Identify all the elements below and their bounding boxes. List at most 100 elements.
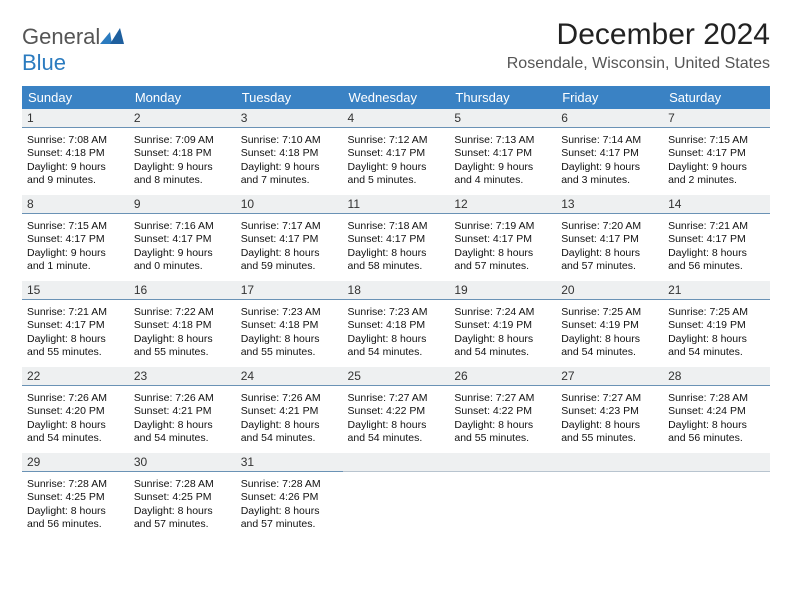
day-details: Sunrise: 7:27 AMSunset: 4:23 PMDaylight:…	[561, 392, 658, 446]
calendar-table: SundayMondayTuesdayWednesdayThursdayFrid…	[22, 86, 770, 539]
location-text: Rosendale, Wisconsin, United States	[507, 55, 770, 73]
logo-mark-icon	[100, 26, 124, 44]
day-details: Sunrise: 7:13 AMSunset: 4:17 PMDaylight:…	[454, 134, 551, 188]
day-details: Sunrise: 7:12 AMSunset: 4:17 PMDaylight:…	[348, 134, 445, 188]
day-details: Sunrise: 7:28 AMSunset: 4:26 PMDaylight:…	[241, 478, 338, 532]
day-number: 4	[343, 109, 450, 128]
day-details: Sunrise: 7:15 AMSunset: 4:17 PMDaylight:…	[668, 134, 765, 188]
day-number: 25	[343, 367, 450, 386]
day-number: 17	[236, 281, 343, 300]
calendar-cell: 15 Sunrise: 7:21 AMSunset: 4:17 PMDayligh…	[22, 281, 129, 367]
month-title: December 2024	[507, 18, 770, 52]
calendar-cell: 17 Sunrise: 7:23 AMSunset: 4:18 PMDayligh…	[236, 281, 343, 367]
day-details: Sunrise: 7:26 AMSunset: 4:20 PMDaylight:…	[27, 392, 124, 446]
day-details: Sunrise: 7:26 AMSunset: 4:21 PMDaylight:…	[241, 392, 338, 446]
empty-day	[449, 453, 556, 472]
calendar-cell	[343, 453, 450, 539]
calendar-cell: 28 Sunrise: 7:28 AMSunset: 4:24 PMDayligh…	[663, 367, 770, 453]
logo: GeneralBlue	[22, 18, 124, 76]
day-number: 22	[22, 367, 129, 386]
calendar-cell: 20Sunrise: 7:25 AMSunset: 4:19 PMDayligh…	[556, 281, 663, 367]
calendar-cell: 13 Sunrise: 7:20 AMSunset: 4:17 PMDayligh…	[556, 195, 663, 281]
calendar-cell: 23 Sunrise: 7:26 AMSunset: 4:21 PMDayligh…	[129, 367, 236, 453]
day-details: Sunrise: 7:16 AMSunset: 4:17 PMDaylight:…	[134, 220, 231, 274]
day-details: Sunrise: 7:09 AMSunset: 4:18 PMDaylight:…	[134, 134, 231, 188]
day-details: Sunrise: 7:17 AMSunset: 4:17 PMDaylight:…	[241, 220, 338, 274]
day-details: Sunrise: 7:18 AMSunset: 4:17 PMDaylight:…	[348, 220, 445, 274]
day-number: 3	[236, 109, 343, 128]
day-number: 24	[236, 367, 343, 386]
empty-day	[663, 453, 770, 472]
calendar-cell: 25 Sunrise: 7:27 AMSunset: 4:22 PMDayligh…	[343, 367, 450, 453]
day-number: 21	[663, 281, 770, 300]
calendar-cell: 19 Sunrise: 7:24 AMSunset: 4:19 PMDayligh…	[449, 281, 556, 367]
day-details: Sunrise: 7:27 AMSunset: 4:22 PMDaylight:…	[348, 392, 445, 446]
calendar-cell: 14 Sunrise: 7:21 AMSunset: 4:17 PMDayligh…	[663, 195, 770, 281]
day-number: 30	[129, 453, 236, 472]
calendar-cell: 8 Sunrise: 7:15 AMSunset: 4:17 PMDaylight…	[22, 195, 129, 281]
day-number: 29	[22, 453, 129, 472]
calendar-cell: 18 Sunrise: 7:23 AMSunset: 4:18 PMDayligh…	[343, 281, 450, 367]
day-number: 26	[449, 367, 556, 386]
day-header: Saturday	[663, 86, 770, 109]
day-details: Sunrise: 7:21 AMSunset: 4:17 PMDaylight:…	[668, 220, 765, 274]
calendar-cell	[663, 453, 770, 539]
day-number: 11	[343, 195, 450, 214]
day-header: Thursday	[449, 86, 556, 109]
calendar-cell: 1Sunrise: 7:08 AMSunset: 4:18 PMDaylight…	[22, 109, 129, 195]
day-number: 31	[236, 453, 343, 472]
day-number: 9	[129, 195, 236, 214]
day-header: Monday	[129, 86, 236, 109]
calendar-cell: 27 Sunrise: 7:27 AMSunset: 4:23 PMDayligh…	[556, 367, 663, 453]
day-details: Sunrise: 7:21 AMSunset: 4:17 PMDaylight:…	[27, 306, 124, 360]
empty-day	[556, 453, 663, 472]
day-number: 14	[663, 195, 770, 214]
calendar-cell	[556, 453, 663, 539]
calendar-cell	[449, 453, 556, 539]
calendar-cell: 2 Sunrise: 7:09 AMSunset: 4:18 PMDaylight…	[129, 109, 236, 195]
day-details: Sunrise: 7:28 AMSunset: 4:25 PMDaylight:…	[27, 478, 124, 532]
day-number: 1	[22, 109, 129, 128]
day-number: 2	[129, 109, 236, 128]
day-details: Sunrise: 7:15 AMSunset: 4:17 PMDaylight:…	[27, 220, 124, 274]
calendar-cell: 21Sunrise: 7:25 AMSunset: 4:19 PMDayligh…	[663, 281, 770, 367]
day-number: 15	[22, 281, 129, 300]
day-header: Wednesday	[343, 86, 450, 109]
day-details: Sunrise: 7:27 AMSunset: 4:22 PMDaylight:…	[454, 392, 551, 446]
day-number: 8	[22, 195, 129, 214]
day-details: Sunrise: 7:14 AMSunset: 4:17 PMDaylight:…	[561, 134, 658, 188]
day-number: 13	[556, 195, 663, 214]
day-number: 16	[129, 281, 236, 300]
day-details: Sunrise: 7:28 AMSunset: 4:24 PMDaylight:…	[668, 392, 765, 446]
calendar-cell: 24 Sunrise: 7:26 AMSunset: 4:21 PMDayligh…	[236, 367, 343, 453]
calendar-cell: 12Sunrise: 7:19 AMSunset: 4:17 PMDayligh…	[449, 195, 556, 281]
calendar-cell: 6 Sunrise: 7:14 AMSunset: 4:17 PMDaylight…	[556, 109, 663, 195]
day-number: 20	[556, 281, 663, 300]
day-number: 19	[449, 281, 556, 300]
calendar-cell: 4 Sunrise: 7:12 AMSunset: 4:17 PMDaylight…	[343, 109, 450, 195]
calendar-cell: 10 Sunrise: 7:17 AMSunset: 4:17 PMDayligh…	[236, 195, 343, 281]
day-details: Sunrise: 7:28 AMSunset: 4:25 PMDaylight:…	[134, 478, 231, 532]
calendar-cell: 22 Sunrise: 7:26 AMSunset: 4:20 PMDayligh…	[22, 367, 129, 453]
calendar-cell: 29 Sunrise: 7:28 AMSunset: 4:25 PMDayligh…	[22, 453, 129, 539]
calendar-cell: 11 Sunrise: 7:18 AMSunset: 4:17 PMDayligh…	[343, 195, 450, 281]
logo-text: GeneralBlue	[22, 24, 124, 76]
calendar-cell: 5Sunrise: 7:13 AMSunset: 4:17 PMDaylight…	[449, 109, 556, 195]
day-details: Sunrise: 7:26 AMSunset: 4:21 PMDaylight:…	[134, 392, 231, 446]
day-number: 18	[343, 281, 450, 300]
day-number: 7	[663, 109, 770, 128]
day-details: Sunrise: 7:20 AMSunset: 4:17 PMDaylight:…	[561, 220, 658, 274]
day-number: 28	[663, 367, 770, 386]
day-number: 23	[129, 367, 236, 386]
day-number: 27	[556, 367, 663, 386]
day-details: Sunrise: 7:24 AMSunset: 4:19 PMDaylight:…	[454, 306, 551, 360]
day-number: 6	[556, 109, 663, 128]
logo-word1: General	[22, 24, 100, 49]
day-details: Sunrise: 7:10 AMSunset: 4:18 PMDaylight:…	[241, 134, 338, 188]
day-number: 10	[236, 195, 343, 214]
day-header: Tuesday	[236, 86, 343, 109]
day-details: Sunrise: 7:23 AMSunset: 4:18 PMDaylight:…	[348, 306, 445, 360]
logo-word2: Blue	[22, 50, 66, 75]
day-header: Sunday	[22, 86, 129, 109]
day-details: Sunrise: 7:23 AMSunset: 4:18 PMDaylight:…	[241, 306, 338, 360]
